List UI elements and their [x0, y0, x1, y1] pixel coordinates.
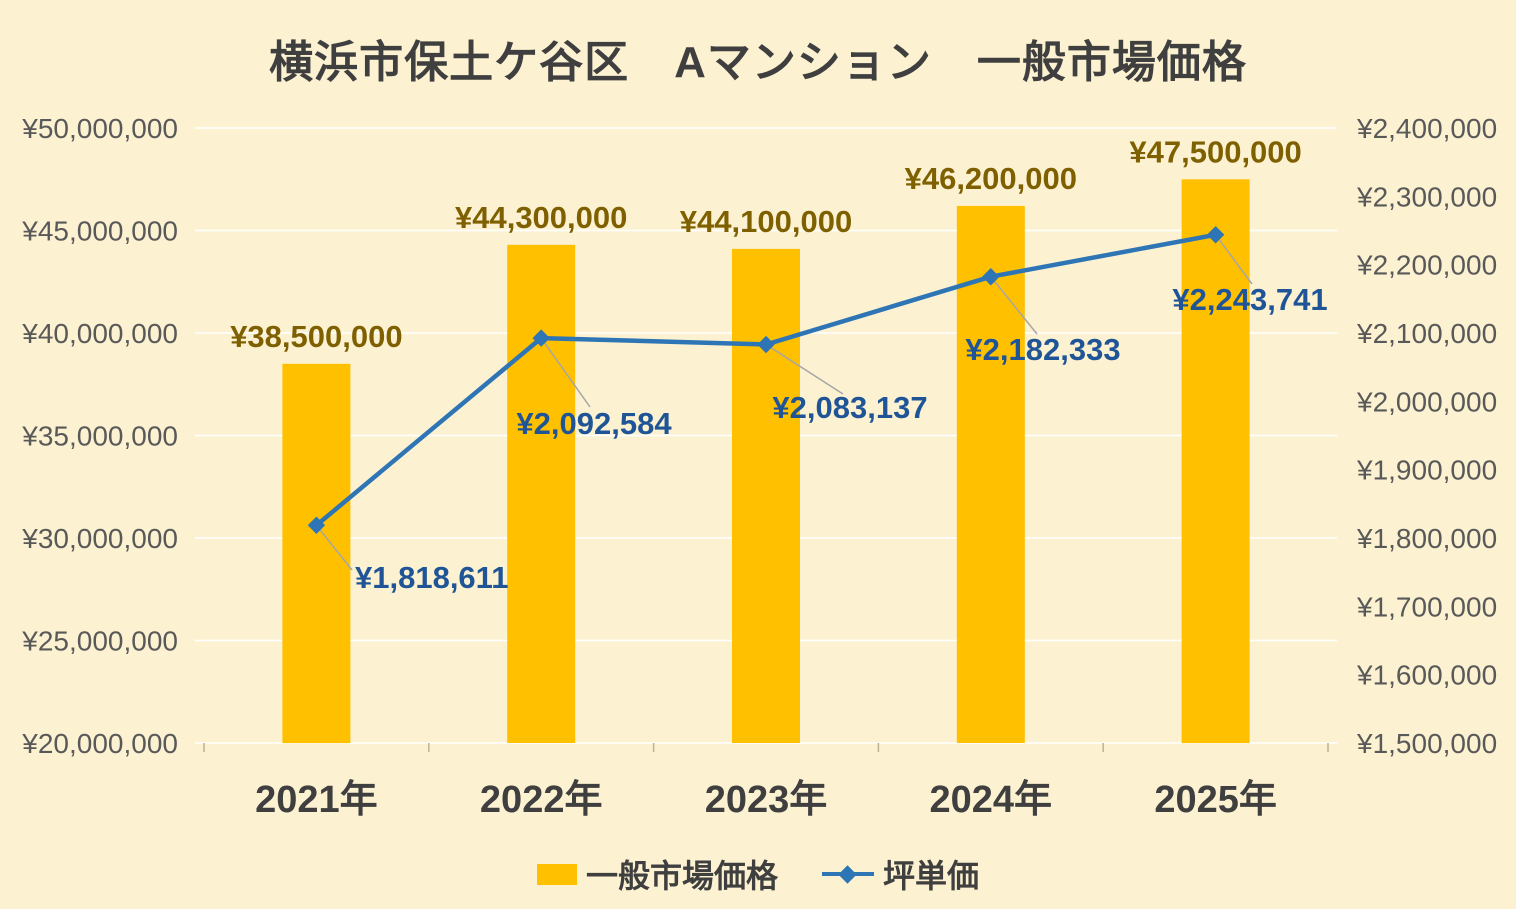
- right-axis-tick-label: ¥2,400,000: [1356, 113, 1497, 144]
- line-value-label: ¥2,083,137: [772, 390, 927, 425]
- x-axis-category-label: 2021年: [255, 779, 378, 821]
- right-axis-tick-label: ¥1,700,000: [1356, 591, 1497, 622]
- bar: [282, 363, 351, 744]
- diamond-marker-icon: [532, 329, 550, 347]
- right-axis-tick-label: ¥1,800,000: [1356, 523, 1497, 554]
- left-axis-tick-label: ¥40,000,000: [21, 318, 178, 349]
- line-value-label: ¥2,243,741: [1172, 282, 1327, 317]
- label-leader-line: [765, 343, 844, 395]
- diamond-marker-icon: [838, 864, 857, 884]
- line-series-swatch-icon: [822, 864, 874, 884]
- bar: [956, 205, 1025, 743]
- bar-series-swatch-icon: [536, 863, 577, 885]
- bar-value-label: ¥38,500,000: [230, 319, 402, 354]
- left-axis-tick-label: ¥25,000,000: [21, 626, 178, 657]
- bar-value-label: ¥44,100,000: [680, 204, 852, 239]
- line-value-label: ¥1,818,611: [355, 560, 508, 595]
- right-axis-tick-label: ¥1,500,000: [1356, 728, 1497, 759]
- chart-title: 横浜市保土ケ谷区 Aマンション 一般市場価格: [269, 38, 1247, 87]
- bar-value-label: ¥44,300,000: [455, 200, 627, 235]
- bar: [732, 248, 800, 743]
- label-leader-line: [1214, 234, 1253, 285]
- bar: [1181, 179, 1250, 744]
- line-value-label: ¥2,092,584: [516, 406, 672, 441]
- diamond-marker-icon: [757, 335, 775, 354]
- x-axis-category-label: 2022年: [480, 779, 603, 821]
- line-value-label: ¥2,182,333: [965, 332, 1120, 367]
- label-leader-line: [540, 337, 591, 408]
- left-axis-tick-label: ¥20,000,000: [21, 728, 178, 759]
- legend-label-unit-price: 坪単価: [883, 858, 980, 894]
- bar: [507, 244, 576, 744]
- left-axis-tick-label: ¥35,000,000: [21, 421, 178, 452]
- left-axis-tick-label: ¥45,000,000: [21, 216, 178, 247]
- right-axis-tick-label: ¥2,000,000: [1356, 386, 1497, 417]
- left-axis-tick-label: ¥30,000,000: [21, 523, 178, 554]
- left-axis-tick-label: ¥50,000,000: [21, 113, 178, 144]
- chart-legend: 一般市場価格 坪単価: [0, 851, 1516, 897]
- x-axis-category-label: 2024年: [930, 779, 1053, 821]
- right-axis-tick-label: ¥2,300,000: [1356, 181, 1497, 212]
- right-axis-tick-label: ¥2,200,000: [1356, 250, 1497, 281]
- bar-value-label: ¥46,200,000: [905, 161, 1077, 196]
- right-axis-tick-label: ¥2,100,000: [1356, 318, 1497, 349]
- x-axis-category-label: 2023年: [705, 779, 828, 821]
- legend-item-unit-price: 坪単価: [822, 851, 979, 897]
- right-axis-tick-label: ¥1,600,000: [1356, 660, 1497, 691]
- legend-label-market-price: 一般市場価格: [585, 858, 778, 894]
- label-leader-line: [315, 524, 353, 571]
- diamond-marker-icon: [307, 516, 326, 534]
- diamond-marker-icon: [982, 268, 1000, 286]
- right-axis-tick-label: ¥1,900,000: [1356, 455, 1497, 486]
- bar-value-label: ¥47,500,000: [1129, 134, 1301, 169]
- x-axis-category-label: 2025年: [1154, 779, 1277, 821]
- diamond-marker-icon: [1206, 226, 1225, 244]
- legend-item-market-price: 一般市場価格: [536, 851, 778, 897]
- label-leader-line: [990, 276, 1038, 335]
